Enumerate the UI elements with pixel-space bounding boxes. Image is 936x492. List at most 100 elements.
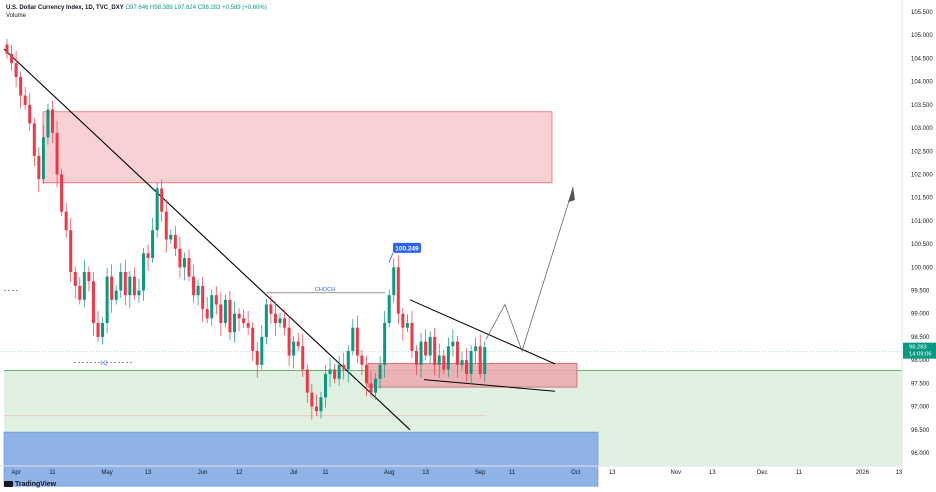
candle bbox=[128, 271, 132, 309]
candle-body bbox=[401, 313, 405, 328]
candle-body bbox=[278, 318, 282, 324]
candle-body bbox=[155, 188, 159, 231]
candle-body bbox=[337, 364, 341, 379]
candle-body bbox=[374, 378, 378, 393]
candle-body bbox=[442, 355, 446, 370]
candle bbox=[337, 355, 341, 387]
candle bbox=[210, 289, 214, 326]
candle-body bbox=[19, 76, 23, 96]
time-tick-label: Aug bbox=[384, 470, 395, 476]
candle-body bbox=[474, 346, 478, 351]
candle-body bbox=[296, 341, 300, 347]
price-tick-label: 97.000 bbox=[911, 405, 930, 411]
candle bbox=[324, 365, 327, 408]
candle bbox=[237, 308, 241, 332]
candle bbox=[446, 337, 450, 377]
candle-body bbox=[314, 406, 318, 412]
candle-body bbox=[173, 234, 177, 249]
candle bbox=[5, 38, 9, 59]
candle-body bbox=[455, 341, 459, 365]
candle-body bbox=[187, 258, 191, 277]
time-tick-label: 12 bbox=[236, 470, 243, 476]
candle bbox=[428, 331, 432, 363]
candle bbox=[196, 280, 200, 306]
candle bbox=[396, 255, 400, 324]
candle bbox=[474, 337, 478, 364]
price-tick-label: 105.000 bbox=[911, 33, 933, 39]
candle-body bbox=[192, 276, 196, 296]
candle-body bbox=[160, 188, 164, 212]
candle-body bbox=[351, 327, 355, 351]
candle bbox=[10, 44, 14, 71]
time-tick-label: 11 bbox=[322, 470, 329, 476]
candle-body bbox=[14, 63, 18, 77]
price-axis[interactable]: 105.500 105.000 104.500 104.000 103.500 103.0… bbox=[901, 0, 936, 470]
candle-body bbox=[460, 360, 464, 365]
candle-body bbox=[369, 383, 373, 393]
candle bbox=[41, 125, 45, 184]
time-tick-label: 13 bbox=[145, 470, 152, 476]
candle bbox=[137, 278, 141, 303]
candle bbox=[451, 329, 455, 357]
time-axis[interactable]: Apr 11 May 13 Jun 12 Jul 11 Aug 13 Sep 11 Oct 13 Nov 13… bbox=[0, 465, 903, 476]
candle bbox=[328, 357, 332, 388]
candle bbox=[465, 348, 469, 382]
candle-body bbox=[60, 174, 64, 212]
candle bbox=[96, 310, 100, 342]
candle bbox=[169, 229, 173, 245]
legend-symbol[interactable]: U.S. Dollar Currency Index, 1D, TVC_DXY bbox=[6, 5, 124, 11]
candle-body bbox=[355, 327, 359, 356]
time-tick-label: 13 bbox=[422, 470, 429, 476]
candle-body bbox=[319, 397, 323, 412]
candle-body bbox=[451, 341, 455, 347]
time-tick-label: Apr bbox=[11, 470, 20, 476]
projected-path bbox=[485, 188, 574, 352]
candle-body bbox=[196, 285, 200, 296]
candle-body bbox=[223, 299, 227, 324]
price-tick-label: 98.500 bbox=[911, 335, 930, 341]
candle bbox=[242, 309, 246, 328]
chart-legend: U.S. Dollar Currency Index, 1D, TVC_DXY … bbox=[6, 4, 267, 20]
candle-body bbox=[378, 364, 382, 379]
candle bbox=[146, 244, 150, 272]
candle bbox=[419, 332, 423, 378]
candle-body bbox=[328, 369, 332, 375]
candle-body bbox=[446, 346, 450, 370]
candle-body bbox=[292, 341, 296, 356]
candle-body bbox=[164, 211, 168, 240]
candle-body bbox=[260, 336, 264, 365]
price-tick-label: 100.000 bbox=[911, 265, 933, 271]
candle bbox=[346, 345, 350, 383]
candle-body bbox=[69, 230, 73, 272]
candle-body bbox=[310, 392, 314, 407]
candle-body bbox=[182, 258, 186, 268]
candle-body bbox=[210, 295, 214, 319]
candle bbox=[269, 295, 273, 324]
candle bbox=[273, 301, 277, 337]
candle-body bbox=[41, 137, 45, 180]
time-tick-label: Sep bbox=[475, 470, 486, 476]
price-tick-label: 104.500 bbox=[911, 56, 933, 62]
candle-body bbox=[333, 369, 337, 379]
candle bbox=[355, 315, 359, 363]
candle bbox=[110, 264, 114, 313]
time-tick-label: Dec bbox=[757, 470, 768, 476]
price-high-label: 100.249 bbox=[388, 242, 421, 263]
candle-body bbox=[360, 355, 364, 365]
legend-volume[interactable]: Volume bbox=[6, 13, 27, 19]
candle-body bbox=[105, 276, 109, 324]
tradingview-logo[interactable]: TradingView bbox=[4, 481, 56, 488]
candle-body bbox=[132, 276, 136, 296]
candle bbox=[87, 266, 91, 292]
candle-body bbox=[114, 290, 118, 300]
candle-body bbox=[91, 281, 95, 324]
candle bbox=[433, 328, 437, 376]
candle-body bbox=[87, 271, 91, 282]
candle bbox=[37, 147, 41, 193]
candle-body bbox=[64, 211, 68, 231]
candle bbox=[91, 272, 95, 337]
candle bbox=[205, 297, 209, 324]
candle-body bbox=[142, 253, 145, 291]
price-tick-label: 104.000 bbox=[911, 80, 933, 86]
